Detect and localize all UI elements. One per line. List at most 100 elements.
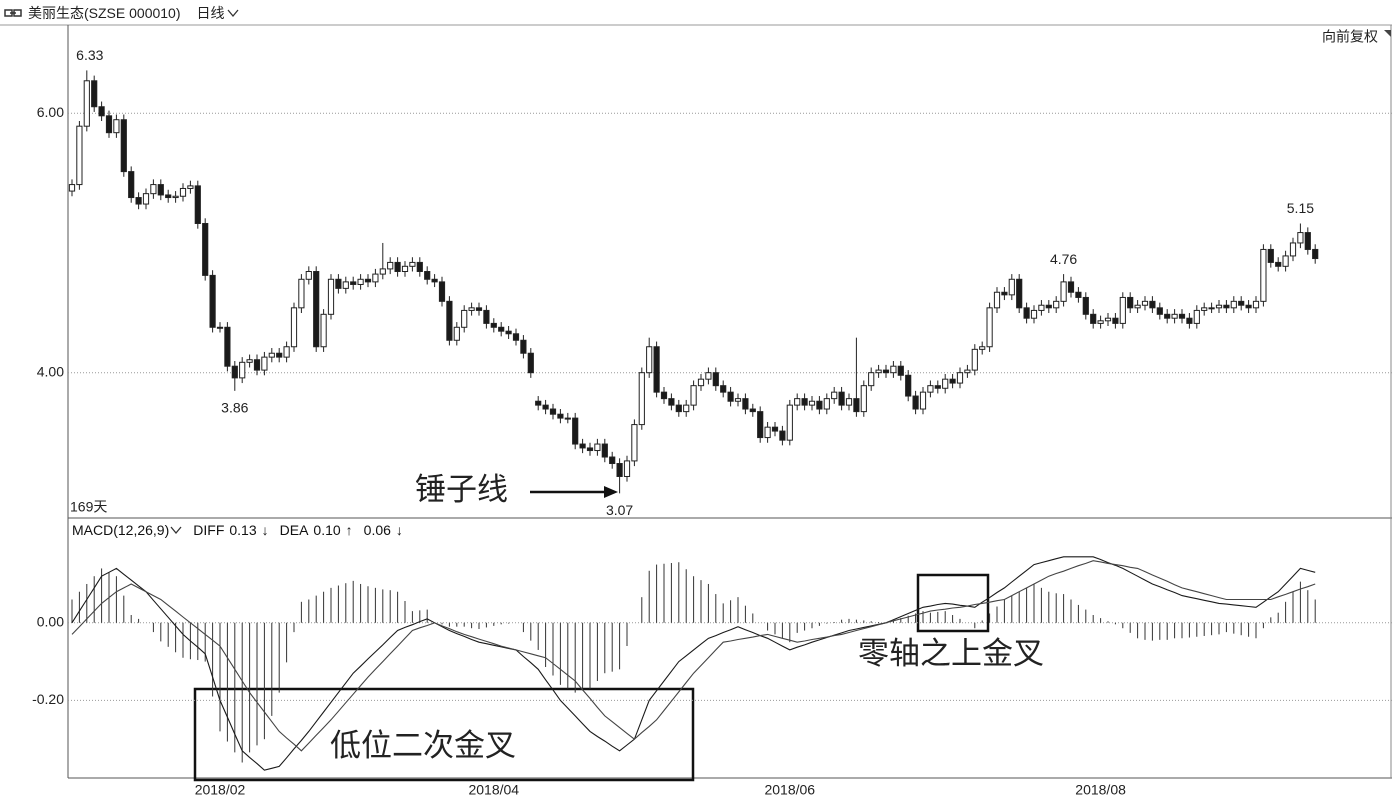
- candle-body: [409, 261, 416, 267]
- candle-body: [660, 391, 668, 400]
- candle-body: [527, 352, 534, 374]
- arrow-head: [604, 486, 618, 498]
- adjust-label[interactable]: 向前复权: [1322, 29, 1378, 45]
- candle-body: [1112, 317, 1119, 324]
- candle-body: [209, 274, 216, 328]
- candle-body: [1186, 317, 1193, 324]
- candle-body: [475, 307, 483, 311]
- candle-body: [91, 80, 98, 108]
- candle-body: [1097, 320, 1104, 324]
- candle-body: [927, 385, 934, 393]
- candle-body: [1201, 307, 1208, 311]
- candle-body: [461, 309, 468, 328]
- candle-body: [646, 346, 653, 374]
- candle-body: [816, 400, 823, 410]
- indicator[interactable]: MACD(12,26,9): [72, 522, 170, 538]
- candle-body: [557, 413, 564, 419]
- candle-body: [1208, 307, 1215, 310]
- candle-body: [468, 307, 475, 311]
- candle-body: [860, 385, 867, 413]
- candle-body: [875, 369, 882, 374]
- candle-body: [586, 447, 594, 452]
- low-label: 3.86: [221, 400, 248, 416]
- x-tick-label: 2018/04: [468, 782, 519, 798]
- candle-body: [68, 184, 76, 192]
- candle-body: [394, 261, 401, 273]
- candle-body: [431, 278, 438, 283]
- candle-body: [364, 278, 372, 283]
- candle-body: [150, 184, 157, 195]
- candle-body: [1156, 307, 1163, 315]
- candle-body: [905, 374, 912, 397]
- candle-body: [535, 400, 542, 406]
- period[interactable]: 日线: [196, 5, 225, 21]
- legend-trend: ↓: [261, 522, 269, 538]
- candle-body: [934, 385, 941, 389]
- candle-body: [897, 365, 904, 376]
- candle-body: [1289, 242, 1297, 257]
- candle-body: [1260, 248, 1267, 302]
- legend-name: DEA: [279, 522, 309, 538]
- candle-body: [919, 391, 927, 410]
- annotation: 低位二次金叉: [330, 728, 516, 763]
- candle-body: [712, 372, 719, 387]
- candle-body: [416, 261, 423, 273]
- candle-body: [779, 430, 786, 441]
- candle-body: [1067, 281, 1075, 293]
- candle-body: [949, 378, 956, 384]
- candle-body: [1275, 261, 1282, 267]
- candle-body: [579, 443, 586, 449]
- candle-body: [224, 326, 231, 367]
- candle-body: [1267, 248, 1274, 263]
- high-label: 5.15: [1287, 200, 1314, 216]
- link-icon[interactable]: [4, 8, 22, 18]
- chevron[interactable]: [170, 526, 182, 534]
- candle-body: [246, 359, 253, 363]
- annotation-box: [193, 687, 695, 782]
- candle-body: [276, 352, 283, 358]
- candle-body: [993, 291, 1001, 309]
- candle-body: [290, 307, 298, 348]
- candle-body: [105, 115, 113, 134]
- candle-body: [542, 404, 549, 410]
- candle-body: [261, 356, 268, 371]
- candle-body: [1252, 300, 1260, 309]
- candle-body: [971, 348, 978, 371]
- candle-body: [749, 408, 756, 413]
- candle-body: [483, 309, 490, 324]
- candle-body: [490, 322, 497, 328]
- header: 美丽生态(SZSE 000010) 日线: [4, 3, 239, 23]
- candle-body: [683, 404, 690, 413]
- candle-body: [956, 372, 964, 384]
- candle-body: [1104, 317, 1112, 322]
- candle-body: [912, 395, 919, 410]
- candle-body: [838, 391, 845, 406]
- candle-body: [253, 359, 261, 371]
- legend-trend: ↑: [345, 522, 353, 538]
- candle-body: [239, 361, 246, 379]
- x-tick-label: 2018/08: [1075, 782, 1126, 798]
- candle-body: [964, 369, 971, 374]
- candle-body: [446, 300, 453, 341]
- candle-body: [187, 185, 194, 189]
- candle-body: [564, 417, 571, 420]
- candle-body: [342, 281, 349, 289]
- candle-body: [157, 184, 164, 196]
- candle-body: [1215, 304, 1223, 309]
- candle-body: [194, 185, 201, 224]
- chevron[interactable]: [227, 9, 239, 17]
- candle-body: [1001, 291, 1008, 296]
- y-tick-label: -0.20: [32, 691, 64, 707]
- candle-body: [1171, 313, 1178, 319]
- candle-body: [757, 411, 764, 439]
- y-tick-label: 6.00: [37, 104, 64, 120]
- candle-body: [979, 346, 986, 350]
- candle-body: [179, 187, 187, 197]
- candle-body: [1178, 313, 1186, 319]
- candle-body: [549, 408, 557, 415]
- candle-body: [1164, 313, 1171, 319]
- candle-body: [1023, 307, 1030, 319]
- candle-body: [1238, 300, 1245, 306]
- candle-body: [601, 443, 608, 458]
- candle-body: [1282, 255, 1289, 267]
